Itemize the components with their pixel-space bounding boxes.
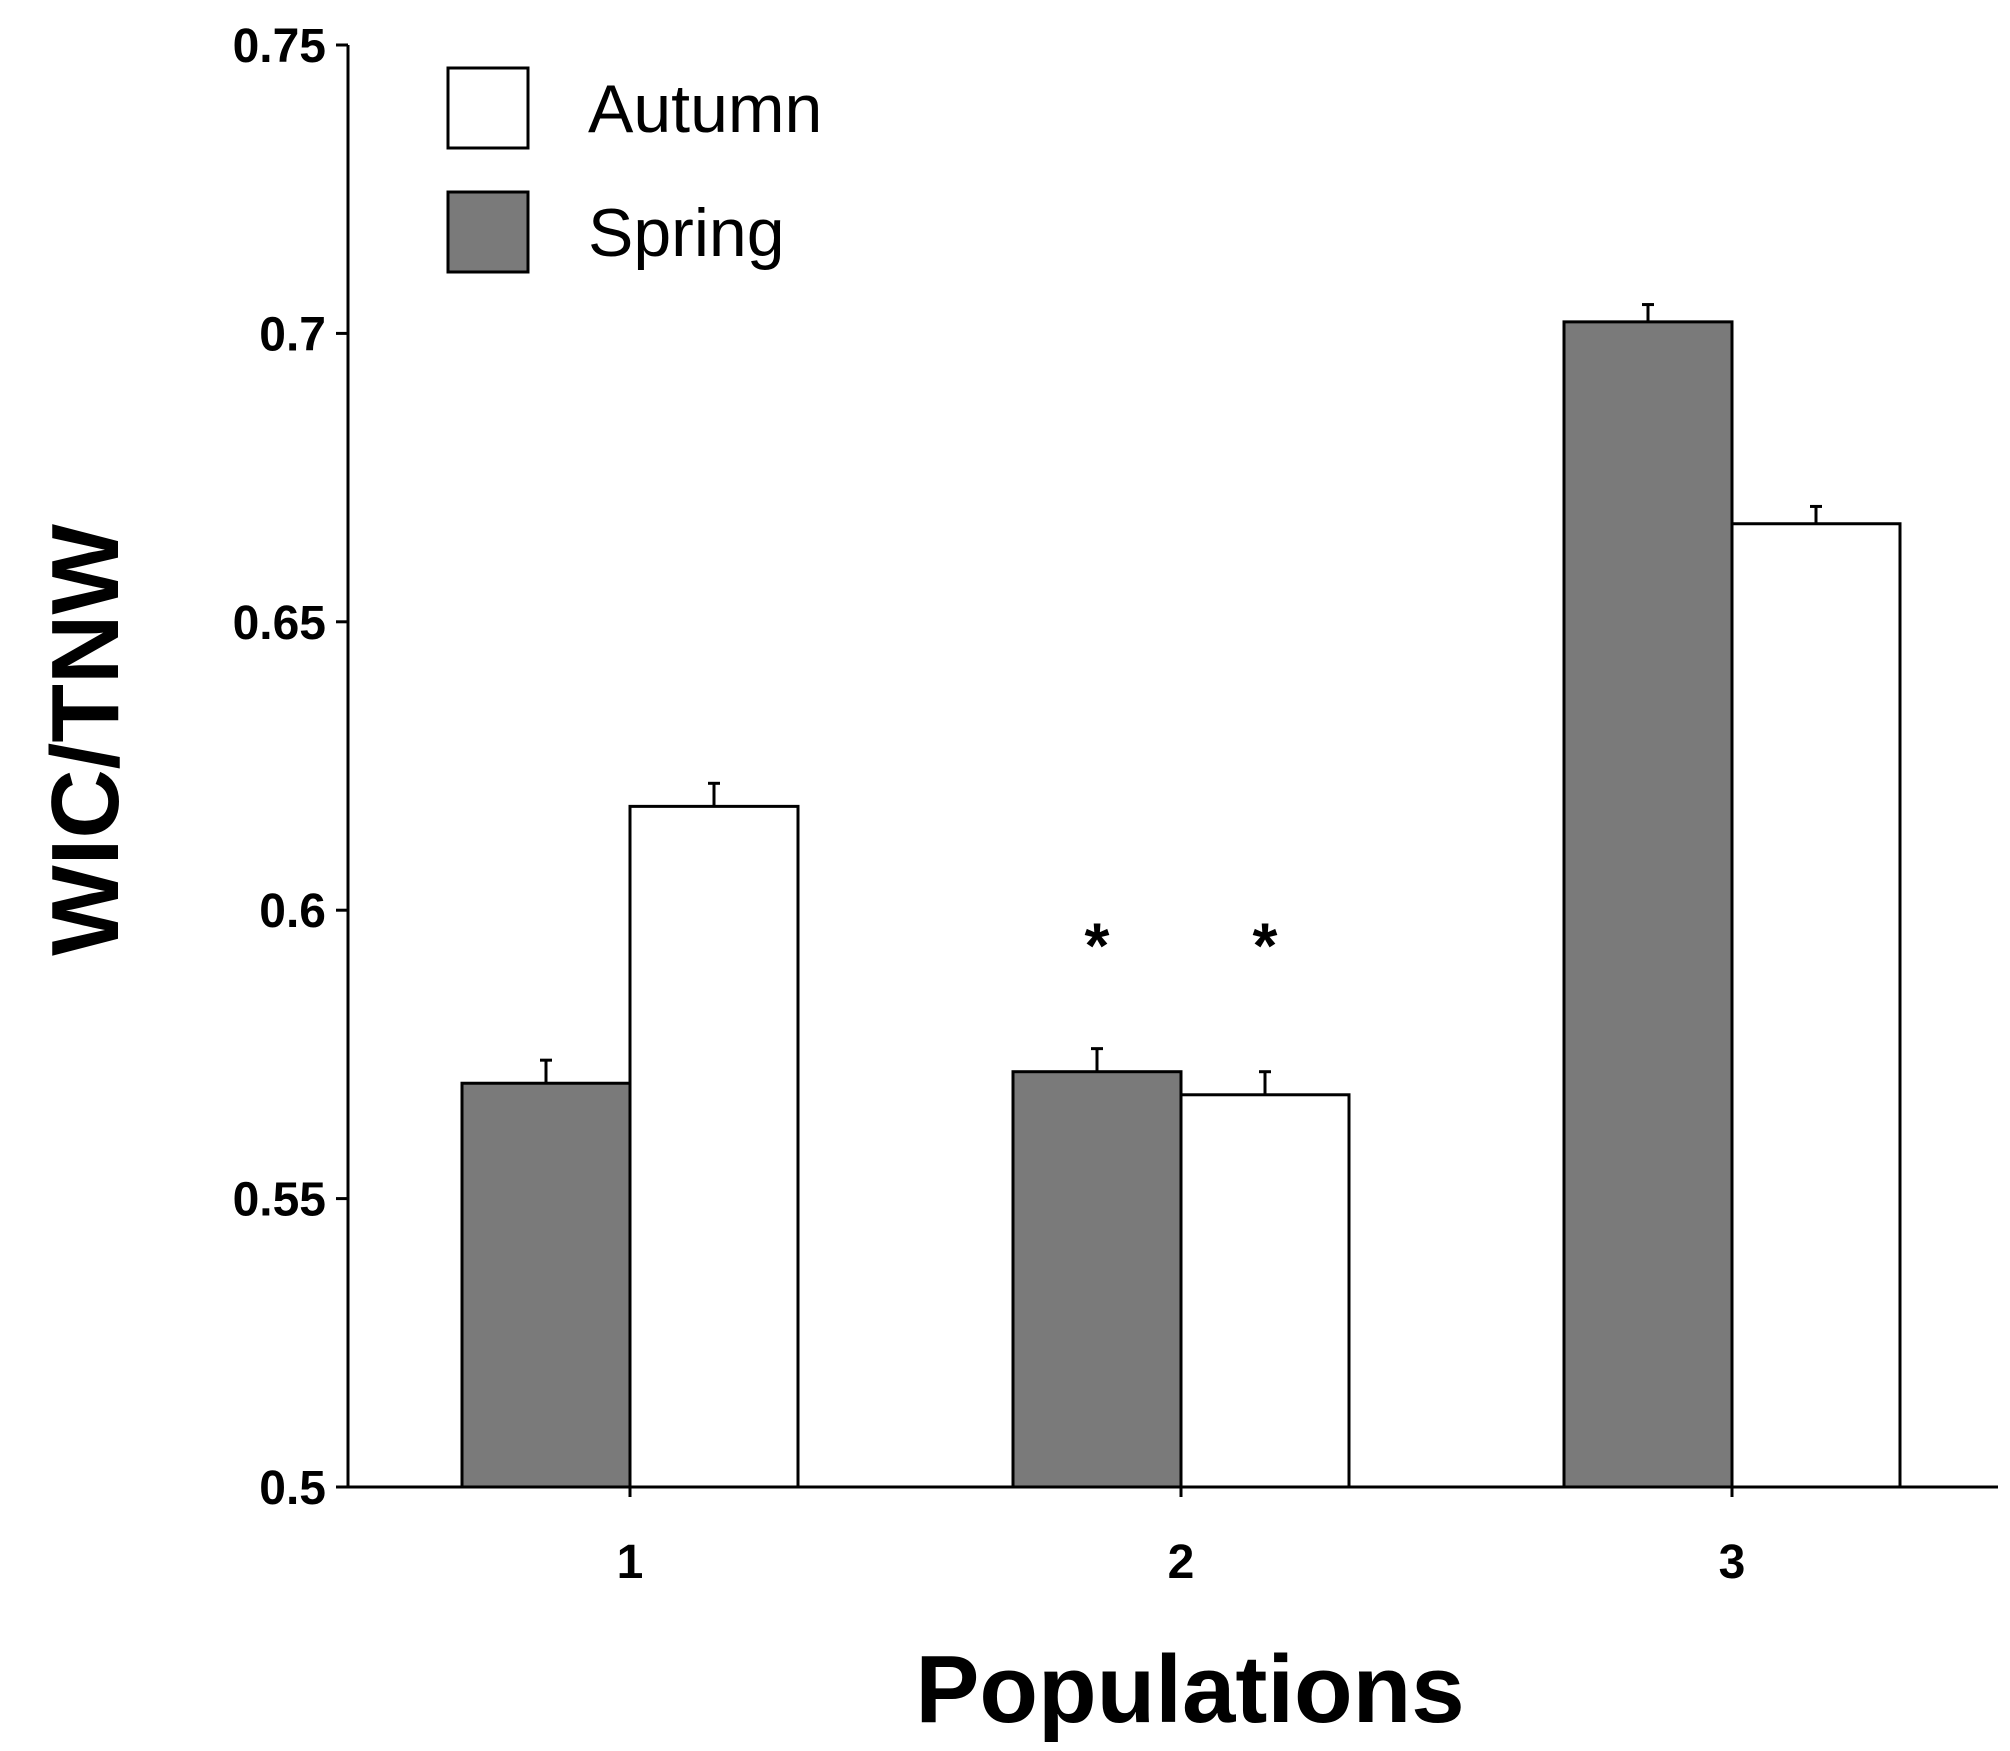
y-tick-label: 0.7: [259, 308, 326, 361]
x-tick-label: 2: [1168, 1536, 1195, 1589]
y-tick-label: 0.6: [259, 885, 326, 938]
y-tick-label: 0.55: [233, 1174, 326, 1227]
legend-label-spring: Spring: [588, 195, 785, 271]
y-tick-label: 0.65: [233, 597, 326, 650]
bar-autumn-3: [1730, 522, 1902, 1489]
x-tick-label: 3: [1719, 1536, 1746, 1589]
axes-layer: [346, 45, 1998, 1489]
x-axis-title: Populations: [915, 1636, 1464, 1743]
bars-layer: [460, 320, 1902, 1489]
bar-autumn-2: [1179, 1093, 1351, 1489]
error-bars-layer: [540, 303, 1822, 1095]
y-tick-label: 0.5: [259, 1462, 326, 1515]
y-axis-title: WIC/TNW: [32, 524, 139, 956]
significance-marker: *: [1085, 910, 1110, 982]
significance-layer: * *: [1085, 910, 1278, 982]
bar-spring-2: [1011, 1070, 1183, 1489]
legend-swatch-autumn: [446, 66, 530, 150]
legend-swatch-spring: [446, 190, 530, 274]
x-ticks-layer: 1 2 3: [617, 1487, 1746, 1589]
bar-spring-3: [1562, 320, 1734, 1489]
x-tick-label: 1: [617, 1536, 644, 1589]
significance-marker: *: [1253, 910, 1278, 982]
legend: Autumn Spring: [446, 66, 822, 274]
y-ticks-layer: 0.5 0.55 0.6 0.65 0.7 0.75: [233, 20, 348, 1515]
legend-label-autumn: Autumn: [588, 71, 822, 147]
bar-autumn-1: [628, 804, 800, 1489]
bar-spring-1: [460, 1081, 632, 1489]
y-tick-label: 0.75: [233, 20, 326, 73]
